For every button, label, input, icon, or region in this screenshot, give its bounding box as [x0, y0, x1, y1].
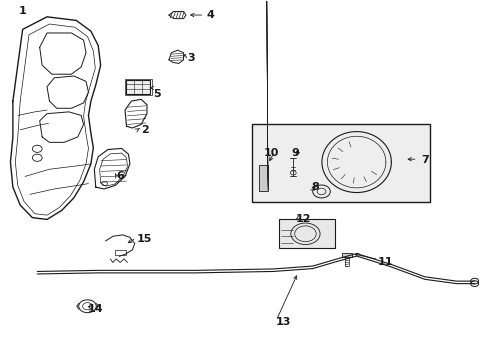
Text: 9: 9	[291, 148, 299, 158]
Text: 11: 11	[377, 257, 393, 267]
Bar	[126, 80, 150, 94]
Bar	[251, 125, 429, 202]
Text: 12: 12	[295, 215, 310, 224]
Text: 13: 13	[275, 317, 290, 327]
Bar	[115, 250, 126, 255]
Bar	[278, 220, 334, 248]
Text: 3: 3	[187, 53, 194, 63]
Text: 5: 5	[153, 89, 160, 99]
Bar	[124, 78, 152, 95]
Text: 4: 4	[206, 10, 214, 20]
Bar	[259, 165, 267, 192]
Text: 10: 10	[263, 148, 279, 158]
Text: 8: 8	[311, 182, 319, 192]
Text: 14: 14	[88, 304, 103, 314]
Text: 15: 15	[137, 234, 152, 244]
Bar	[341, 253, 351, 257]
Text: 7: 7	[420, 155, 428, 165]
Text: 2: 2	[141, 125, 148, 135]
Text: 6: 6	[116, 171, 124, 181]
Text: 1: 1	[19, 6, 26, 17]
